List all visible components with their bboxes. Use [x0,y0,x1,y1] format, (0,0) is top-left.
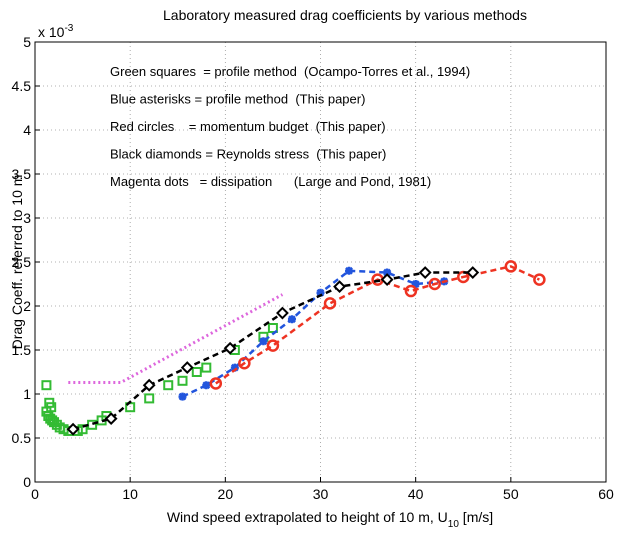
circle-marker [323,297,337,310]
diamond-marker [142,378,156,392]
diamond-marker [66,422,80,436]
y-tick-label: 0.5 [12,430,32,446]
y-tick-label: 1 [23,386,31,402]
series-line [72,271,473,431]
square-marker [49,417,60,428]
annotation: Blue asterisks = profile method (This pa… [110,92,365,107]
circle-marker [533,273,546,286]
asterisk-marker [178,392,187,401]
y-tick-label: 2.5 [12,254,32,270]
diamond-marker [418,266,432,279]
x-label-main: Wind speed extrapolated to height of 10 … [167,509,448,525]
chart-title: Laboratory measured drag coefficients by… [163,7,527,23]
square-marker [201,362,212,373]
y-tick-label: 3.5 [12,166,32,182]
circle-marker [209,377,223,390]
square-marker [177,375,188,386]
circle-marker [428,277,441,291]
y-tick-label: 1.5 [12,342,32,358]
asterisk-marker [316,288,325,297]
series-line [215,265,540,385]
x-tick-label: 60 [598,486,614,502]
square-marker [267,323,278,333]
diamond-marker [223,341,237,355]
circle-marker [404,284,418,298]
circle-marker [266,339,280,352]
square-marker [191,367,202,377]
multiplier-base: x 10 [38,24,65,40]
annotation: Black diamonds = Reynolds stress (This p… [110,147,386,162]
y-tick-label: 0 [23,474,31,490]
x-tick-label: 10 [122,486,138,502]
square-marker [163,380,174,391]
annotation: Red circles = momentum budget (This pape… [110,119,386,134]
x-tick-label: 30 [313,486,329,502]
y-tick-label: 5 [23,34,31,50]
y-tick-label: 4 [23,122,31,138]
asterisk-marker [383,268,392,277]
annotation: Green squares = profile method (Ocampo-T… [110,64,470,79]
plot-frame [34,41,607,483]
x-tick-label: 20 [218,486,234,502]
circle-marker [504,260,518,273]
annotation: Magenta dots = dissipation (Large and Po… [110,174,431,189]
multiplier-exponent: -3 [64,23,73,34]
y-tick-label: 4.5 [12,78,32,94]
square-marker [144,393,155,404]
x-label-unit: [m/s] [459,509,493,525]
diamond-marker [333,280,346,294]
asterisk-marker [411,280,420,288]
circle-marker [238,356,251,370]
asterisk-marker [259,337,268,346]
y-tick-label: 2 [23,298,31,314]
diamond-marker [276,306,289,320]
asterisk-marker [230,363,239,372]
y-tick-label: 3 [23,210,31,226]
series-line [181,269,445,398]
y-multiplier: x 10-3 [38,23,74,40]
series-line [68,293,284,385]
x-tick-label: 50 [503,486,519,502]
asterisk-marker [202,381,211,390]
circle-marker [457,270,470,284]
diamond-marker [104,412,118,426]
x-tick-label: 0 [31,486,39,502]
x-axis-label: Wind speed extrapolated to height of 10 … [167,509,493,530]
x-tick-label: 40 [408,486,424,502]
square-marker [41,380,52,391]
x-label-subscript: 10 [448,519,460,530]
y-axis-label: Drag Coeff. referred to 10 m [9,175,25,350]
diamond-marker [180,361,194,375]
diamond-marker [380,273,394,287]
asterisk-marker [345,266,354,275]
asterisk-marker [287,315,296,324]
diamond-marker [466,266,480,279]
